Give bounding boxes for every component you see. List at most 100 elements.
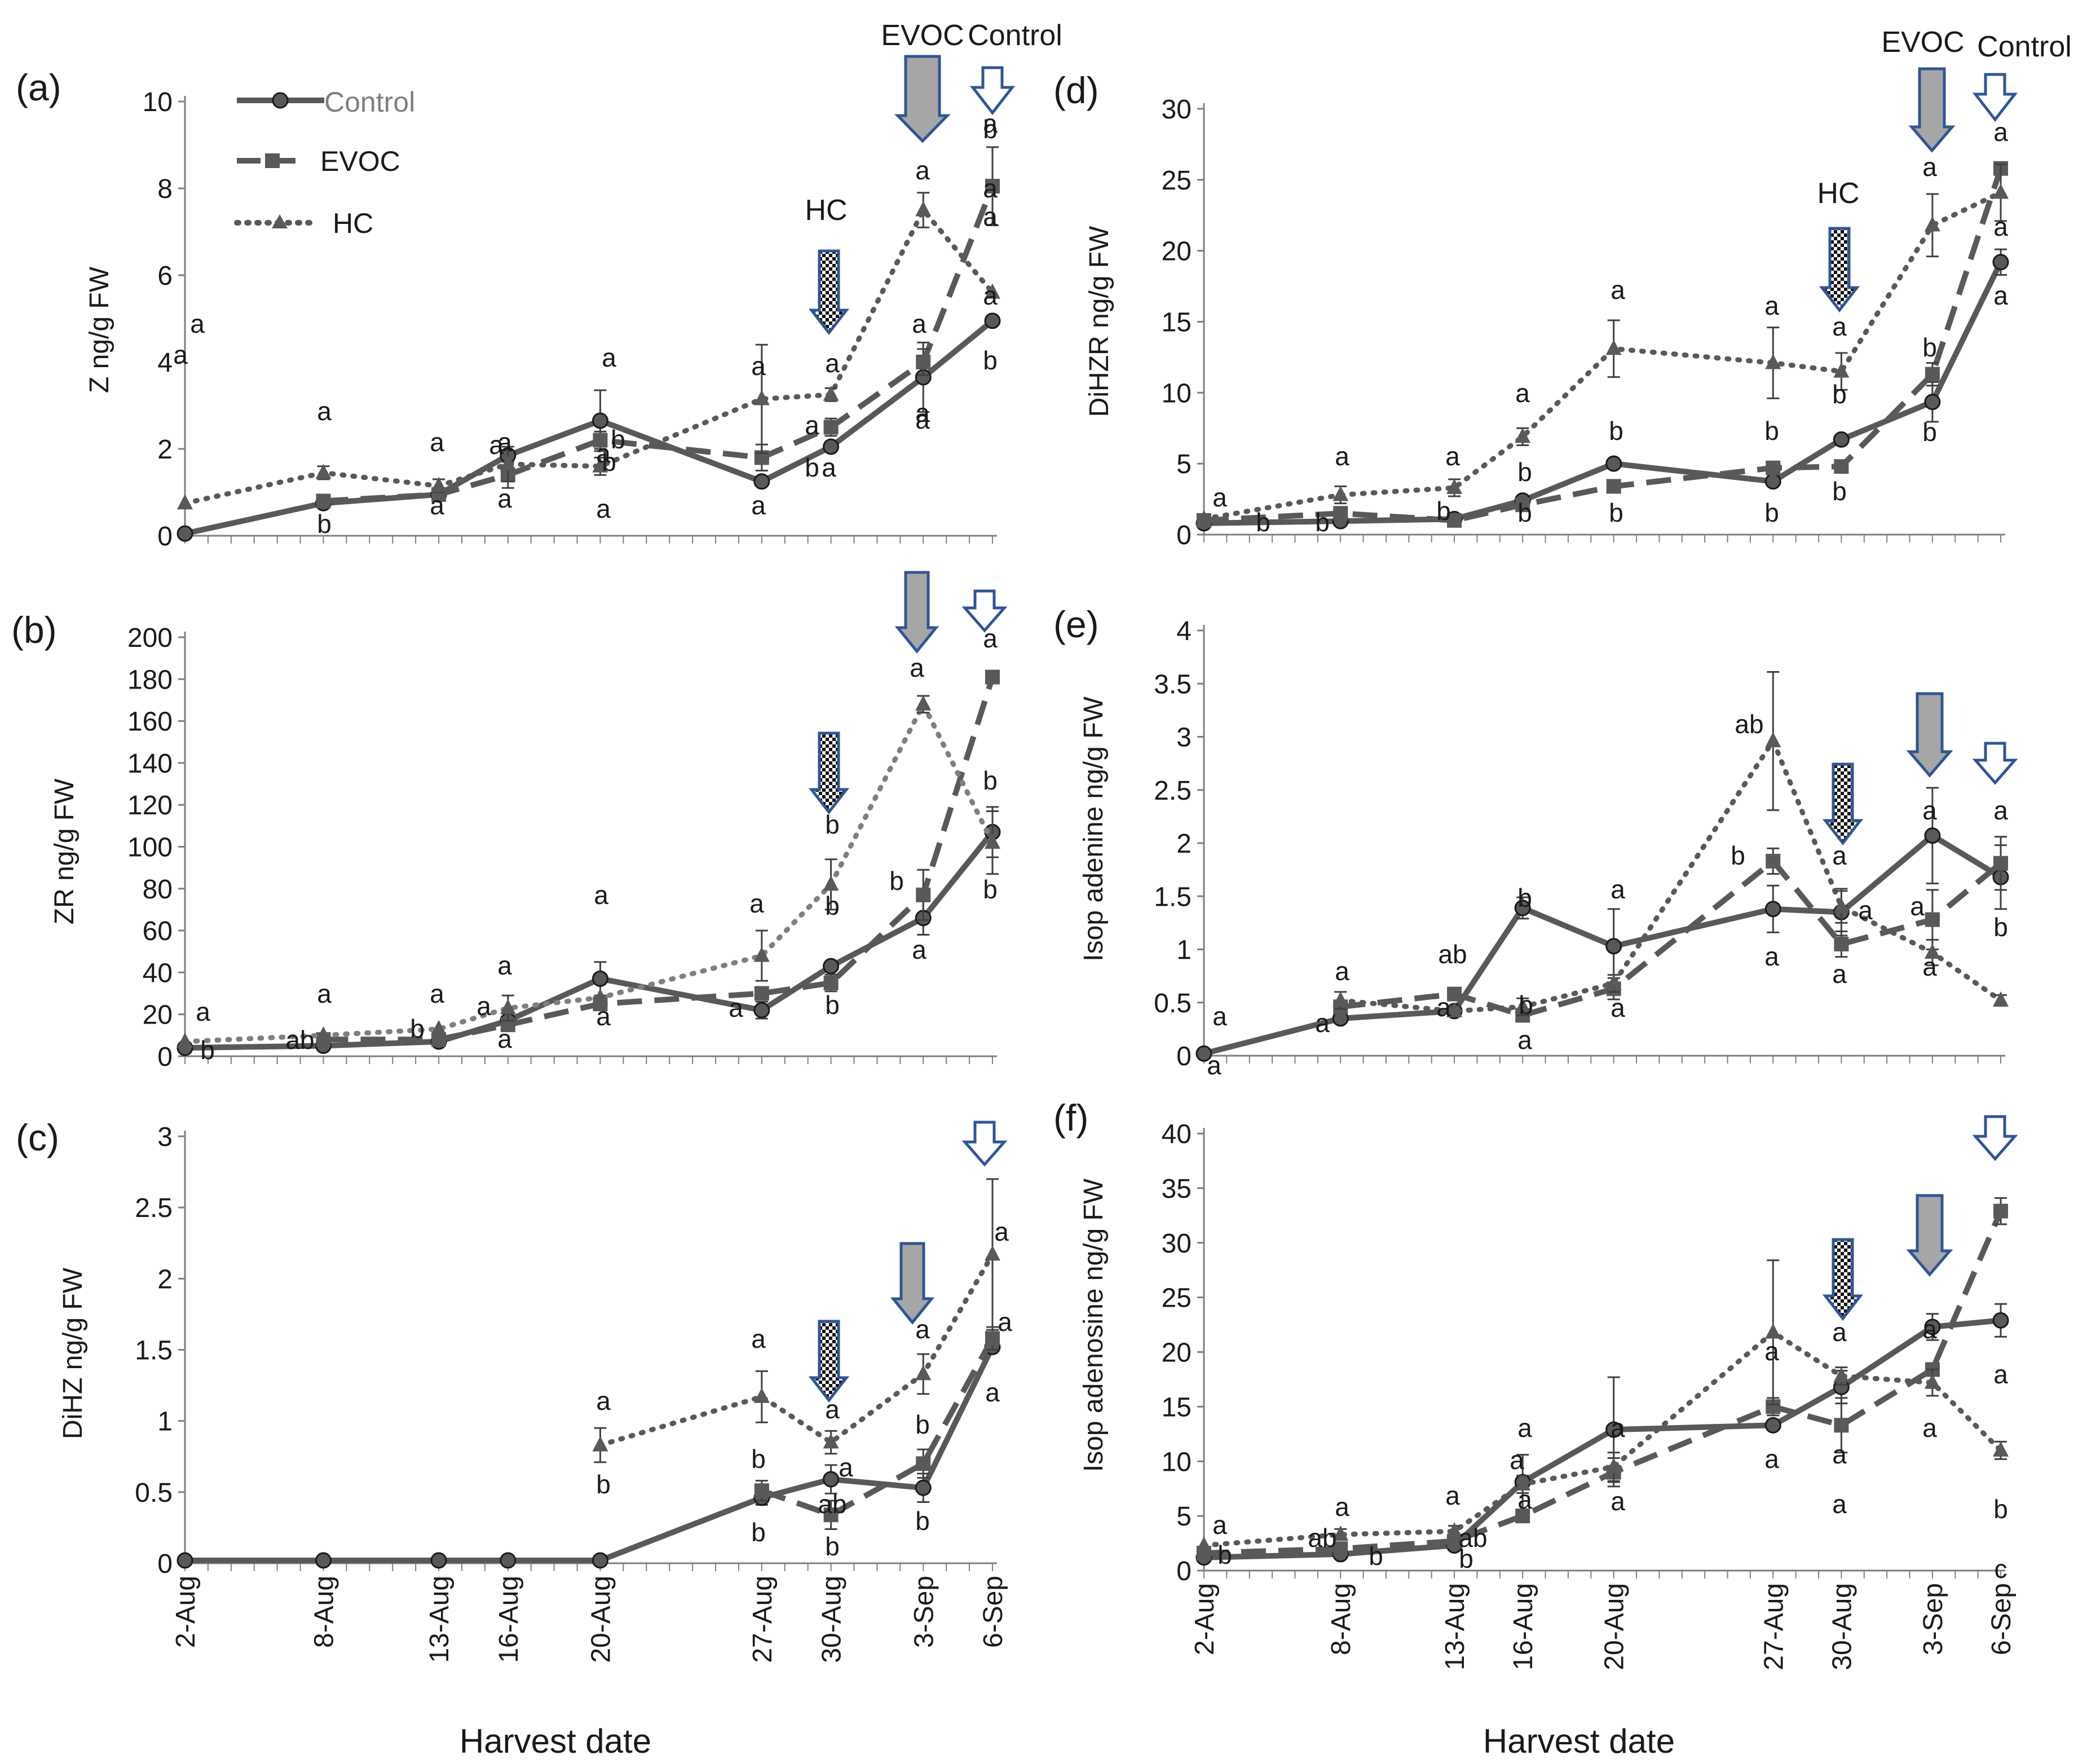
significance-letter: a (317, 396, 332, 426)
series-line-hc (1338, 738, 2004, 1014)
y-tick-label: 5 (1176, 1502, 1192, 1532)
x-axis-title-right: Harvest date (1483, 1722, 1675, 1760)
significance-letter: a (994, 1217, 1009, 1246)
y-tick-label: 8 (157, 174, 173, 204)
data-point-hc: HC 13-Aug: 13 (431, 1020, 447, 1035)
significance-letter: b (1993, 912, 2008, 942)
control-harvest-arrow (1972, 742, 2018, 785)
significance-letter: b (825, 1532, 840, 1561)
hc-harvest-arrow (808, 249, 850, 336)
y-tick-label: 2.5 (135, 1193, 173, 1223)
significance-letter: ab (1458, 1523, 1487, 1553)
significance-letter: a (1517, 1413, 1532, 1443)
evoc-harvest-arrow (1906, 1194, 1953, 1277)
data-point-hc: HC 8-Aug: 2.8 (1332, 486, 1349, 501)
significance-letter: a (825, 349, 840, 378)
significance-letter: a (1517, 1485, 1532, 1514)
y-tick-label: 0 (1176, 1042, 1192, 1071)
data-point-control: Control 27-Aug: 22 (753, 1002, 770, 1018)
significance-letter: a (1611, 1487, 1625, 1516)
legend-label-control: Control (324, 86, 415, 118)
significance-letter: b (983, 766, 998, 795)
significance-letter: a (1993, 281, 2008, 310)
significance-letter: b (1731, 841, 1745, 870)
data-point-hc: HC 8-Aug: 1.5 (315, 464, 332, 479)
significance-letter: a (1212, 483, 1227, 512)
significance-letter: a (173, 340, 188, 369)
evoc-harvest-arrow (890, 1242, 935, 1325)
data-point-hc: HC 3-Sep: 17.2 (1924, 1373, 1940, 1389)
y-tick-label: 3 (1176, 723, 1192, 753)
significance-letter: a (839, 1453, 853, 1482)
data-point-control: Control 8-Aug: 0 (315, 1552, 332, 1569)
x-tick-label: 20-Aug (1600, 1583, 1630, 1670)
x-tick-label: 16-Aug (1508, 1583, 1538, 1670)
y-tick-label: 15 (1162, 308, 1192, 338)
data-point-control: Control 27-Aug: 1.3 (753, 473, 770, 490)
significance-letter: a (430, 491, 444, 520)
series-line-evoc (1340, 858, 2003, 1018)
data-point-hc: HC 16-Aug: 1.7 (500, 455, 516, 470)
significance-letter: a (430, 979, 444, 1008)
series-line-evoc (323, 676, 995, 1043)
y-tick-label: 35 (1162, 1174, 1192, 1204)
data-point-control: Control 20-Aug: 12.9 (1605, 1421, 1622, 1438)
significance-letter: a (1832, 1317, 1847, 1347)
annotation-evoc-label: EVOC (881, 19, 964, 52)
significance-letter: a (910, 653, 924, 682)
significance-letter: a (497, 427, 512, 457)
evoc-harvest-arrow (894, 571, 939, 654)
y-tick-label: 40 (143, 958, 173, 988)
significance-letter: b (915, 1506, 930, 1536)
data-point-control: Control 6-Sep: 22.9 (1992, 1312, 2009, 1329)
y-tick-label: 2 (157, 1264, 173, 1294)
significance-letter: b (825, 891, 840, 920)
significance-letter: a (985, 1378, 1000, 1407)
significance-letter: a (1922, 1315, 1937, 1344)
significance-letter: a (1611, 1413, 1625, 1443)
significance-letter: a (825, 1395, 840, 1424)
significance-letter: a (915, 1315, 930, 1344)
significance-letter: a (912, 309, 926, 338)
significance-letter: a (497, 1024, 512, 1053)
data-point-evoc: EVOC 6-Sep: 32.9 (1993, 1203, 2008, 1219)
data-point-evoc: EVOC 6-Sep: 1.8 (1993, 855, 2008, 871)
significance-letter: a (1335, 442, 1349, 471)
data-point-hc: HC 20-Aug: 0.7 (1605, 974, 1622, 990)
significance-letter: ab (1308, 1523, 1336, 1553)
significance-letter: a (729, 993, 743, 1022)
panel-label-d: (d) (1053, 69, 1099, 111)
x-tick-label: 16-Aug (494, 1576, 524, 1663)
data-point-evoc: EVOC 27-Aug: 1.8 (1766, 854, 1781, 869)
data-point-evoc: EVOC 30-Aug: 13.3 (1834, 1418, 1849, 1433)
data-point-hc: HC 30-Aug: 3.3 (823, 385, 839, 401)
control-harvest-arrow (961, 589, 1008, 633)
data-point-hc: HC 20-Aug: 13.1 (1605, 339, 1622, 355)
data-point-hc: HC 20-Aug: 1.6 (592, 457, 608, 473)
panel-label-c: (c) (16, 1117, 59, 1158)
data-point-evoc: EVOC 6-Sep: 181 (985, 669, 1000, 685)
significance-letter: a (1832, 1489, 1847, 1519)
data-point-hc: HC 6-Sep: 0.5 (1993, 991, 2009, 1007)
panel-label-a: (a) (16, 67, 61, 108)
y-tick-label: 3.5 (1154, 669, 1192, 699)
significance-letter: a (915, 156, 930, 185)
data-point-hc: HC 2-Aug: 0.8 (177, 494, 193, 510)
significance-letter: b (1256, 508, 1270, 537)
y-tick-label: 1.5 (1154, 882, 1192, 912)
x-tick-label: 2-Aug (1190, 1583, 1220, 1655)
data-point-hc: HC 30-Aug: 11.5 (1833, 362, 1850, 378)
significance-letter: b (983, 875, 998, 904)
data-point-hc: HC 6-Sep: 102 (985, 834, 1000, 849)
hc-harvest-arrow (1822, 1238, 1864, 1321)
significance-letter: b (200, 1035, 215, 1065)
data-point-evoc: EVOC 27-Aug: 30 (754, 986, 769, 1001)
significance-letter: a (1922, 152, 1937, 182)
data-point-hc: HC 2-Aug: 2.3 (1196, 1536, 1212, 1552)
significance-letter: b (1459, 1544, 1473, 1573)
data-point-control: Control 16-Aug: 1.4 (1514, 899, 1531, 916)
significance-letter: a (1993, 796, 2008, 825)
data-point-hc: HC 3-Sep: 168 (915, 695, 932, 711)
data-point-evoc: EVOC 6-Sep: 1.6 (985, 1331, 1000, 1346)
control-harvest-arrow (1972, 1115, 2018, 1161)
